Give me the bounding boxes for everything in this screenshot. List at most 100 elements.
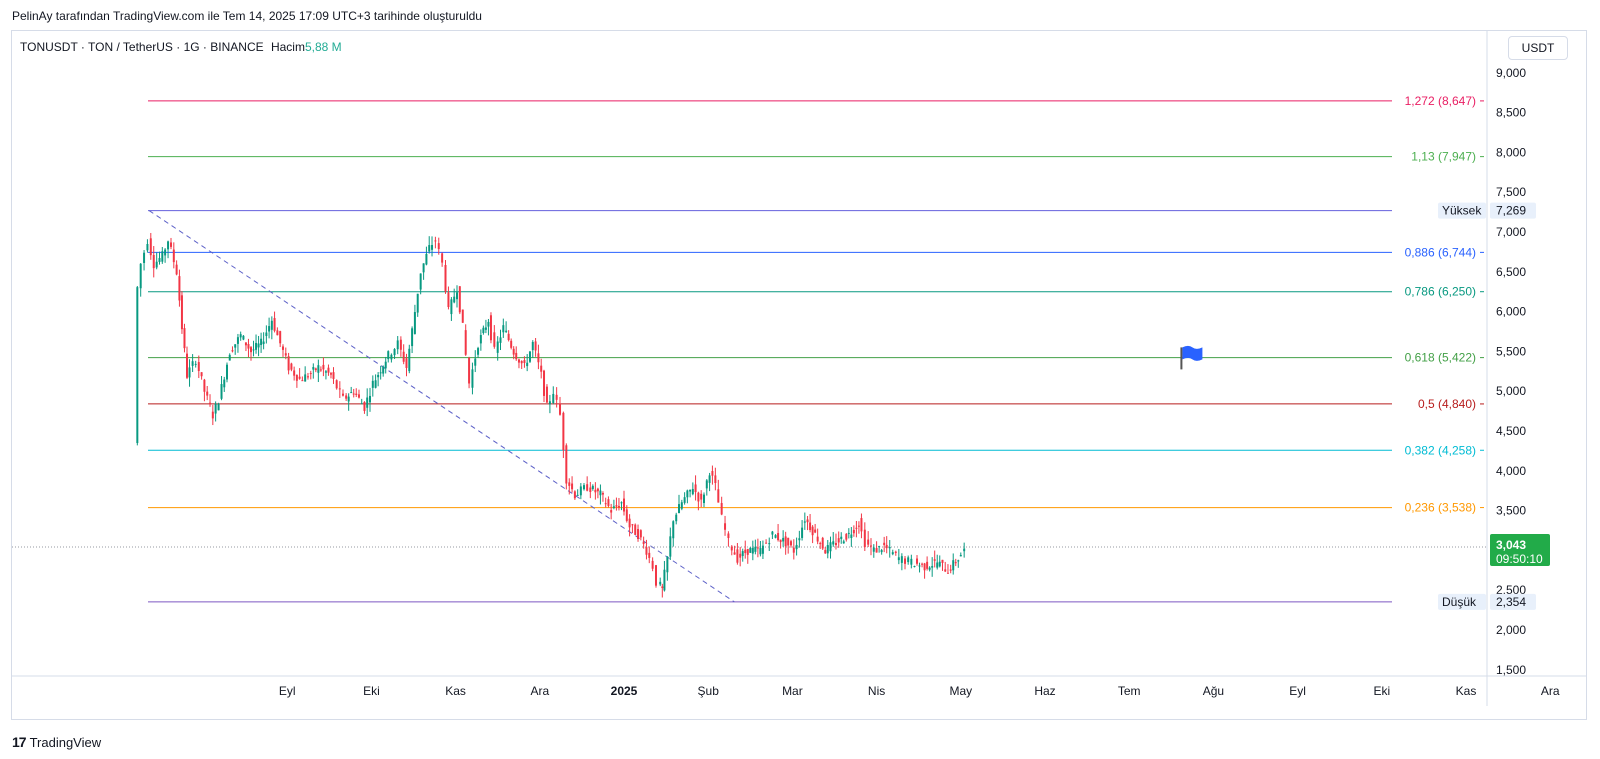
candle-body [471,369,474,388]
candle-body [594,489,597,493]
candle-body [209,402,212,405]
candle-body [276,330,279,336]
candle-body [751,547,754,554]
candle-body [845,534,848,540]
candle-body [759,548,762,555]
high-value-bg [1490,202,1536,219]
candle-body [239,334,242,338]
candle-body [639,530,642,538]
candle-body [946,572,949,574]
candle-body [850,534,853,538]
candle-body [458,286,461,313]
candle-body [329,373,332,375]
candle-body [573,491,576,499]
candle-body [756,547,759,549]
candle-body [840,536,843,539]
x-tick-label: Eki [1373,684,1390,698]
candle-body [528,351,531,362]
candle-body [255,342,258,350]
candle-body [161,251,164,262]
candle-body [489,315,492,341]
candle-body [714,475,717,484]
candle-body [228,354,231,361]
candle-body [883,542,886,545]
candle-body [637,529,640,540]
y-tick-label: 8,500 [1496,106,1526,120]
candle-body [736,549,739,563]
candle-body [645,547,648,555]
tradingview-brand[interactable]: 17 TradingView [12,734,101,750]
candle-body [700,493,703,500]
tradingview-logo-icon: 17 [12,734,27,750]
candle-body [921,563,924,565]
candle-body [852,529,855,534]
candle-body [878,546,881,548]
candle-body [279,331,282,344]
candle-body [531,341,534,351]
candle-body [959,554,962,557]
candle-body [164,249,167,256]
candle-body [214,403,217,414]
low-badge-bg [1438,593,1486,610]
candle-body [178,276,181,301]
candle-body [559,403,562,415]
candle-body [537,353,540,363]
candle-body [366,397,369,408]
last-price-value: 3,043 [1496,538,1526,552]
candle-body [352,393,355,395]
candle-body [720,503,723,515]
candle-body [225,364,228,380]
candle-body [702,494,705,504]
candle-body [659,581,662,585]
chart-caption: PelinAy tarafından TradingView.com ile T… [12,9,482,23]
x-tick-label: Mar [782,684,803,698]
candle-body [197,362,200,371]
candle-body [295,374,298,381]
candle-body [298,376,301,379]
candle-body [926,561,929,569]
candle-body [923,563,926,571]
candle-body [811,526,814,536]
candle-body [907,557,910,563]
candle-body [963,548,966,552]
trend-line [148,210,735,603]
low-badge-value: 2,354 [1496,595,1526,609]
y-tick-label: 2,500 [1496,583,1526,597]
candle-body [520,361,523,364]
candle-body [555,394,558,400]
candle-body [540,365,543,372]
candle-body [287,356,290,371]
candle-body [724,523,727,530]
currency-button[interactable]: USDT [1508,36,1568,60]
y-tick-label: 2,000 [1496,623,1526,637]
candle-body [419,273,422,290]
candle-body [620,502,623,504]
candle-body [167,241,170,250]
candle-body [425,253,428,265]
candle-body [396,340,399,350]
candle-body [610,510,613,513]
candle-body [335,380,338,389]
candle-body [938,561,941,567]
candle-body [314,368,317,371]
candle-body [648,552,651,558]
candle-body [730,546,733,551]
candle-body [801,527,804,538]
candle-body [444,264,447,292]
candle-body [672,521,675,539]
candle-body [774,535,777,538]
candle-body [910,558,913,565]
candle-body [867,539,870,545]
volume-value: 5,88 M [304,40,342,54]
candle-body [437,243,440,250]
candle-body [453,296,456,303]
candle-body [777,533,780,541]
y-tick-label: 1,500 [1496,663,1526,677]
candle-body [863,529,866,548]
candle-body [928,567,931,570]
candle-body [464,330,467,355]
candle-body [931,566,934,568]
symbol-info[interactable]: TONUSDT · TON / TetherUS · 1G · BINANCE … [20,40,342,54]
candle-body [765,542,768,544]
